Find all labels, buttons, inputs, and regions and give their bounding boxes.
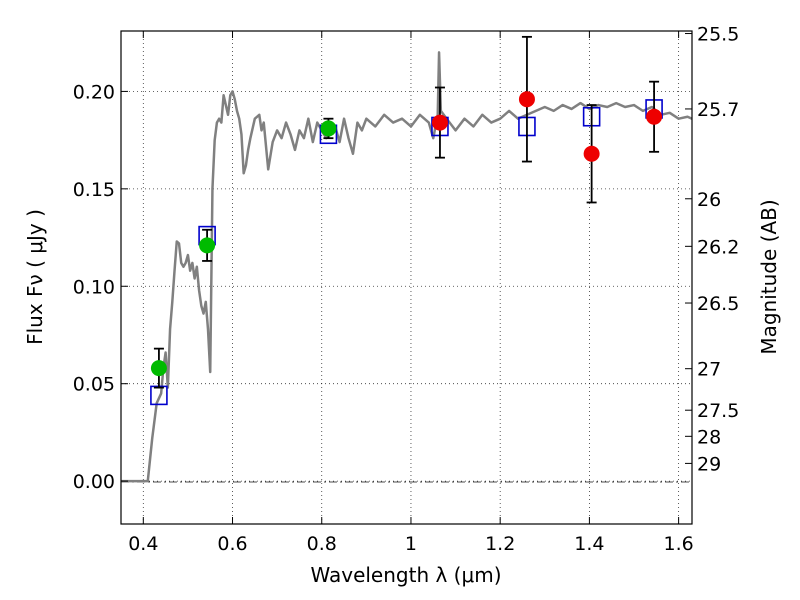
y2-tick-label: 25.5 xyxy=(697,24,739,46)
y-tick-label: 0.10 xyxy=(73,276,115,298)
red-point xyxy=(431,114,448,131)
x-tick-label: 0.4 xyxy=(128,533,158,555)
y-tick-label: 0.20 xyxy=(73,81,115,103)
y2-axis-title: Magnitude (AB) xyxy=(757,199,781,354)
red-point xyxy=(583,145,600,162)
x-tick-label: 1.6 xyxy=(664,533,694,555)
green-point xyxy=(150,360,167,377)
red-point xyxy=(518,91,535,108)
y2-tick-label: 28 xyxy=(697,426,721,448)
y2-tick-label: 26 xyxy=(697,189,721,211)
y-tick-label: 0.15 xyxy=(73,179,115,201)
y-axis-title: Flux Fν ( μJy ) xyxy=(23,209,47,345)
y2-tick-label: 27.5 xyxy=(697,400,739,422)
x-tick-label: 1.2 xyxy=(485,533,515,555)
model-spectrum-line xyxy=(121,51,692,483)
green-point xyxy=(199,237,216,254)
plot-frame xyxy=(120,30,693,525)
x-tick-label: 0.6 xyxy=(217,533,247,555)
plot-area xyxy=(121,35,692,483)
axis-ticks xyxy=(121,31,692,524)
y-tick-label: 0.05 xyxy=(73,374,115,396)
x-tick-labels: 0.4 0.6 0.8 1 1.2 1.4 1.6 xyxy=(128,533,694,555)
y2-tick-label: 26.5 xyxy=(697,293,739,315)
x-tick-label: 0.8 xyxy=(307,533,337,555)
grid xyxy=(121,31,692,524)
y2-tick-label: 26.2 xyxy=(697,236,739,258)
x-tick-label: 1 xyxy=(405,533,417,555)
green-point xyxy=(320,120,337,137)
y2-tick-label: 27 xyxy=(697,359,721,381)
y-tick-labels: 0.00 0.05 0.10 0.15 0.20 xyxy=(73,81,115,493)
y2-tick-labels: 25.5 25.7 26 26.2 26.5 27 27.5 28 29 xyxy=(697,24,739,476)
y-tick-label: 0.00 xyxy=(73,471,115,493)
y2-tick-label: 29 xyxy=(697,453,721,475)
y2-tick-label: 25.7 xyxy=(697,99,739,121)
x-axis-title: Wavelength λ (μm) xyxy=(310,563,501,587)
x-tick-label: 1.4 xyxy=(574,533,604,555)
red-point xyxy=(646,108,663,125)
